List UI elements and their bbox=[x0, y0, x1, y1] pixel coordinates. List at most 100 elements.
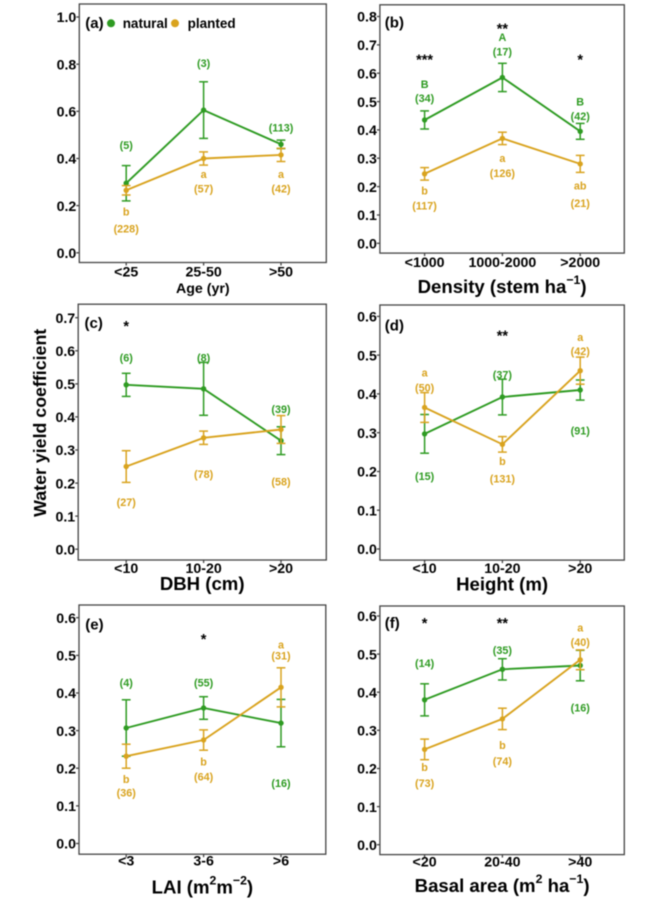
svg-text:<10: <10 bbox=[114, 561, 138, 577]
svg-text:0.2: 0.2 bbox=[357, 762, 377, 778]
svg-text:Water yield coefficient: Water yield coefficient bbox=[30, 329, 50, 517]
svg-text:0.4: 0.4 bbox=[357, 685, 377, 701]
svg-text:0.8: 0.8 bbox=[57, 57, 77, 73]
svg-text:>6: >6 bbox=[273, 854, 289, 870]
svg-text:B: B bbox=[576, 97, 584, 109]
svg-text:<20: <20 bbox=[413, 855, 437, 871]
svg-text:***: *** bbox=[416, 52, 433, 68]
svg-text:0.3: 0.3 bbox=[357, 724, 377, 740]
svg-text:(113): (113) bbox=[269, 122, 294, 134]
svg-text:0.5: 0.5 bbox=[357, 348, 377, 364]
svg-text:0.6: 0.6 bbox=[55, 344, 75, 360]
svg-text:(d): (d) bbox=[385, 317, 404, 334]
svg-text:(42): (42) bbox=[271, 184, 291, 196]
svg-text:a: a bbox=[201, 169, 208, 181]
svg-text:10-20: 10-20 bbox=[484, 561, 520, 577]
svg-text:(5): (5) bbox=[120, 140, 134, 152]
svg-text:(34): (34) bbox=[415, 93, 435, 105]
svg-text:0.5: 0.5 bbox=[56, 649, 76, 665]
svg-text:0.5: 0.5 bbox=[357, 95, 377, 111]
svg-text:*: * bbox=[123, 319, 129, 335]
svg-text:DBH (cm): DBH (cm) bbox=[160, 573, 245, 594]
svg-text:0.0: 0.0 bbox=[55, 542, 75, 558]
svg-text:(126): (126) bbox=[490, 168, 516, 180]
svg-text:(73): (73) bbox=[415, 778, 435, 790]
svg-text:1.0: 1.0 bbox=[57, 10, 77, 26]
svg-text:3-6: 3-6 bbox=[193, 854, 214, 870]
svg-text:a: a bbox=[577, 332, 584, 344]
svg-text:<3: <3 bbox=[118, 854, 134, 870]
svg-text:(64): (64) bbox=[194, 771, 214, 783]
svg-text:a: a bbox=[278, 169, 285, 181]
svg-text:A: A bbox=[498, 32, 506, 44]
svg-text:(42): (42) bbox=[571, 346, 591, 358]
svg-text:(c): (c) bbox=[85, 315, 103, 332]
svg-text:0.0: 0.0 bbox=[357, 542, 377, 558]
svg-text:(a): (a) bbox=[85, 15, 103, 32]
svg-text:(b): (b) bbox=[385, 14, 404, 31]
svg-text:0.0: 0.0 bbox=[357, 838, 377, 854]
svg-text:0.6: 0.6 bbox=[357, 66, 377, 82]
svg-text:25-50: 25-50 bbox=[185, 265, 221, 281]
svg-text:b: b bbox=[499, 456, 506, 468]
svg-text:>20: >20 bbox=[269, 561, 293, 577]
svg-text:0.2: 0.2 bbox=[357, 180, 377, 196]
svg-text:(16): (16) bbox=[271, 778, 291, 790]
svg-text:>20: >20 bbox=[568, 561, 592, 577]
svg-text:0.2: 0.2 bbox=[55, 476, 75, 492]
svg-text:(35): (35) bbox=[493, 645, 513, 657]
svg-text:0.6: 0.6 bbox=[57, 105, 77, 121]
svg-text:0.3: 0.3 bbox=[56, 724, 76, 740]
svg-text:a: a bbox=[422, 368, 429, 380]
svg-text:*: * bbox=[577, 52, 583, 68]
svg-text:(91): (91) bbox=[571, 426, 591, 438]
svg-text:<10: <10 bbox=[413, 561, 437, 577]
svg-text:Basal area (m2 ha−1): Basal area (m2 ha−1) bbox=[415, 872, 590, 896]
svg-text:0.0: 0.0 bbox=[357, 237, 377, 253]
svg-text:0.4: 0.4 bbox=[55, 410, 75, 426]
svg-text:**: ** bbox=[497, 22, 509, 38]
svg-text:(27): (27) bbox=[117, 497, 137, 509]
svg-text:(8): (8) bbox=[197, 352, 211, 364]
svg-text:0.5: 0.5 bbox=[357, 647, 377, 663]
svg-text:a: a bbox=[499, 153, 506, 165]
svg-text:(14): (14) bbox=[415, 658, 435, 670]
svg-text:(55): (55) bbox=[194, 677, 214, 689]
svg-text:0.6: 0.6 bbox=[56, 611, 76, 627]
svg-text:20-40: 20-40 bbox=[484, 855, 520, 871]
svg-text:0.6: 0.6 bbox=[357, 310, 377, 326]
svg-text:(50): (50) bbox=[415, 382, 435, 394]
svg-text:planted: planted bbox=[188, 16, 236, 31]
svg-text:0.7: 0.7 bbox=[357, 38, 377, 54]
svg-text:<1000: <1000 bbox=[405, 255, 445, 271]
svg-text:0.0: 0.0 bbox=[56, 837, 76, 853]
svg-text:(117): (117) bbox=[412, 201, 437, 213]
svg-text:ab: ab bbox=[574, 181, 587, 193]
svg-text:(f): (f) bbox=[385, 615, 400, 632]
svg-text:0.3: 0.3 bbox=[55, 443, 75, 459]
svg-text:Height (m): Height (m) bbox=[456, 574, 548, 595]
svg-text:B: B bbox=[421, 79, 429, 91]
svg-text:(228): (228) bbox=[114, 224, 140, 236]
svg-text:0.1: 0.1 bbox=[55, 509, 75, 525]
svg-text:Age (yr): Age (yr) bbox=[176, 281, 230, 297]
svg-text:(36): (36) bbox=[117, 788, 137, 800]
svg-text:0.4: 0.4 bbox=[357, 387, 377, 403]
svg-text:>2000: >2000 bbox=[560, 255, 600, 271]
svg-text:(78): (78) bbox=[194, 469, 214, 481]
svg-text:a: a bbox=[278, 639, 285, 651]
svg-text:0.0: 0.0 bbox=[57, 246, 77, 262]
svg-text:(58): (58) bbox=[271, 477, 291, 489]
svg-text:b: b bbox=[200, 756, 207, 768]
svg-text:0.3: 0.3 bbox=[357, 151, 377, 167]
svg-text:>40: >40 bbox=[568, 855, 592, 871]
svg-text:0.2: 0.2 bbox=[57, 199, 77, 215]
svg-text:(4): (4) bbox=[120, 677, 134, 689]
svg-text:0.5: 0.5 bbox=[55, 377, 75, 393]
svg-text:0.1: 0.1 bbox=[357, 208, 377, 224]
svg-text:b: b bbox=[123, 774, 130, 786]
svg-text:1000-2000: 1000-2000 bbox=[468, 255, 536, 271]
svg-text:**: ** bbox=[497, 328, 509, 344]
svg-text:<25: <25 bbox=[114, 265, 138, 281]
svg-text:10-20: 10-20 bbox=[185, 561, 221, 577]
